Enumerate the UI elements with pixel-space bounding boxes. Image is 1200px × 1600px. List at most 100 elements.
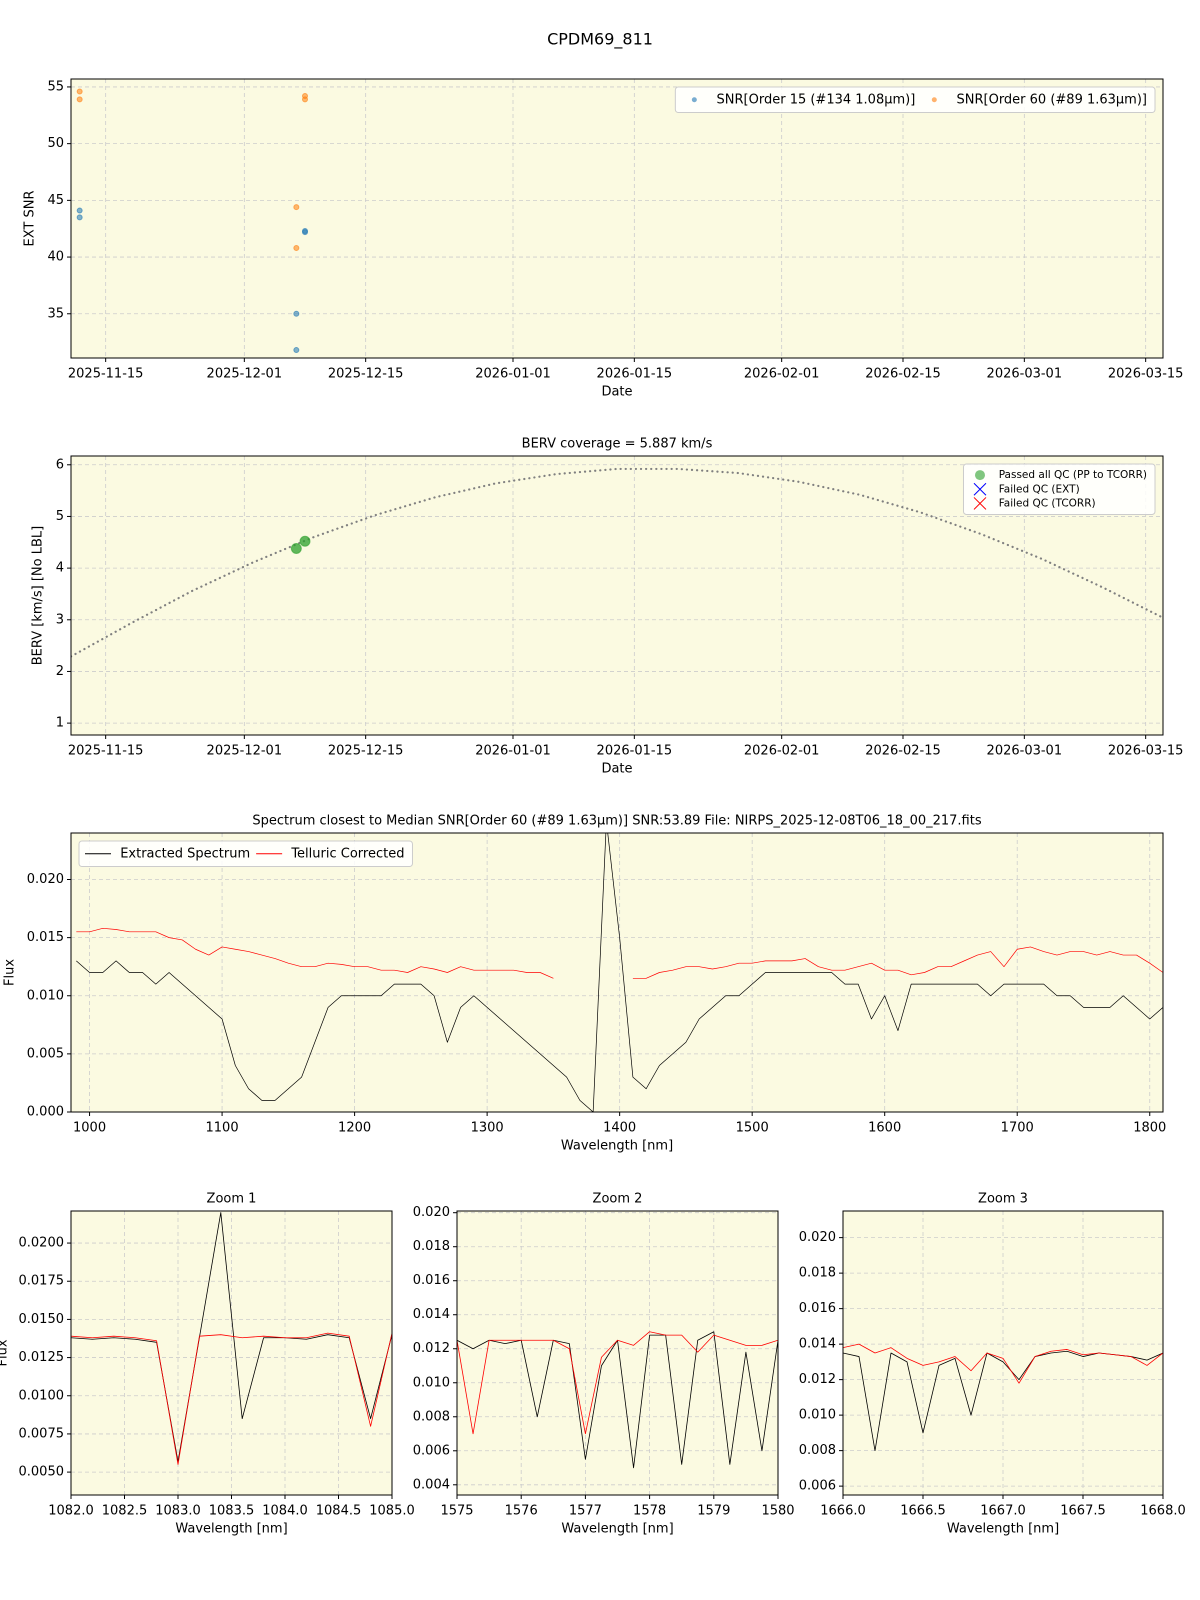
y-tick-label: 3 bbox=[56, 612, 64, 627]
y-tick-label: 5 bbox=[56, 509, 64, 524]
spectrum-line bbox=[76, 927, 1163, 979]
x-axis-label: Wavelength [nm] bbox=[947, 1522, 1059, 1537]
x-tick-label: 2026-01-01 bbox=[475, 367, 551, 382]
x-tick-label: 1578 bbox=[633, 1504, 666, 1519]
x-tick-label: 2025-12-01 bbox=[207, 744, 283, 759]
legend: SNR[Order 15 (#134 1.08μm)] SNR[Order 60 … bbox=[674, 86, 1156, 114]
y-tick-label: 0.012 bbox=[413, 1341, 450, 1356]
y-tick-label: 0.004 bbox=[413, 1477, 450, 1492]
x-tick-label: 1579 bbox=[697, 1504, 730, 1519]
data-point bbox=[293, 347, 300, 354]
plot-area bbox=[71, 1212, 392, 1465]
plot-frame bbox=[70, 1210, 393, 1496]
y-tick-label: 0.020 bbox=[27, 872, 64, 887]
x-axis-label: Wavelength [nm] bbox=[175, 1522, 287, 1537]
x-tick-label: 1667.5 bbox=[1060, 1504, 1106, 1519]
x-tick-label: 1576 bbox=[505, 1504, 538, 1519]
x-tick-label: 1084.0 bbox=[262, 1504, 308, 1519]
legend-label: Extracted Spectrum bbox=[120, 846, 250, 861]
data-point bbox=[293, 204, 300, 211]
legend-box bbox=[78, 840, 413, 868]
legend-label: Failed QC (EXT) bbox=[999, 483, 1080, 495]
legend-marker bbox=[973, 497, 987, 510]
x-tick-label: 1300 bbox=[471, 1121, 504, 1136]
plot-frame bbox=[70, 832, 1164, 1113]
x-tick-label: 1083.5 bbox=[209, 1504, 255, 1519]
legend-marker bbox=[691, 97, 697, 103]
x-tick-label: 2026-03-01 bbox=[987, 744, 1063, 759]
spectrum-line bbox=[457, 1331, 778, 1435]
y-axis-label: EXT SNR bbox=[23, 191, 38, 247]
plot-background bbox=[71, 79, 1163, 358]
x-tick-label: 1500 bbox=[736, 1121, 769, 1136]
y-tick-label: 0.0125 bbox=[19, 1350, 65, 1365]
x-tick-label: 1083.0 bbox=[155, 1504, 201, 1519]
chart-title: Zoom 2 bbox=[593, 1192, 643, 1207]
x-axis-label: Date bbox=[601, 762, 632, 777]
chart-title: BERV coverage = 5.887 km/s bbox=[522, 437, 713, 452]
plot-area bbox=[76, 833, 1163, 1112]
y-tick-label: 0.0200 bbox=[19, 1236, 65, 1251]
y-tick-label: 0.006 bbox=[413, 1443, 450, 1458]
x-tick-label: 1666.5 bbox=[900, 1504, 946, 1519]
x-tick-label: 1577 bbox=[569, 1504, 602, 1519]
y-tick-label: 40 bbox=[47, 250, 64, 265]
x-tick-label: 2026-01-15 bbox=[597, 744, 673, 759]
plot-area bbox=[76, 88, 308, 354]
x-tick-label: 1580 bbox=[761, 1504, 794, 1519]
legend-label: Failed QC (TCORR) bbox=[999, 497, 1096, 509]
data-point bbox=[293, 310, 300, 317]
x-tick-label: 2026-03-01 bbox=[987, 367, 1063, 382]
y-tick-label: 0.014 bbox=[413, 1307, 450, 1322]
plot-area bbox=[457, 1331, 778, 1469]
legend-box bbox=[962, 463, 1156, 516]
plot-background bbox=[457, 1211, 778, 1495]
y-tick-label: 0.006 bbox=[799, 1479, 836, 1494]
y-tick-label: 2 bbox=[56, 664, 64, 679]
y-tick-label: 0.005 bbox=[27, 1046, 64, 1061]
y-tick-label: 0.0100 bbox=[19, 1388, 65, 1403]
x-axis-label: Wavelength [nm] bbox=[561, 1139, 673, 1154]
spectrum-line bbox=[843, 1343, 1163, 1384]
x-tick-label: 1667.0 bbox=[980, 1504, 1026, 1519]
legend-box bbox=[674, 86, 1156, 114]
x-tick-label: 2026-02-15 bbox=[865, 367, 941, 382]
x-tick-label: 2026-03-15 bbox=[1108, 367, 1184, 382]
chart: 1575 1576 1577 1578 1579 1580 0.004 0.006 0.008 0… bbox=[413, 1192, 795, 1537]
chart: 2025-11-15 2025-12-01 2025-12-15 2026-01-01… bbox=[23, 78, 1184, 400]
legend-label: Passed all QC (PP to TCORR) bbox=[999, 469, 1147, 481]
x-tick-label: 2026-02-01 bbox=[744, 367, 820, 382]
y-tick-label: 0.000 bbox=[27, 1105, 64, 1120]
x-axis-label: Date bbox=[601, 385, 632, 400]
legend-marker bbox=[931, 97, 937, 103]
y-axis-label: BERV [km/s] [No LBL] bbox=[31, 526, 46, 665]
x-tick-label: 1084.5 bbox=[316, 1504, 362, 1519]
y-tick-label: 0.0075 bbox=[19, 1426, 65, 1441]
x-tick-label: 1700 bbox=[1001, 1121, 1034, 1136]
x-tick-label: 1082.5 bbox=[102, 1504, 148, 1519]
y-tick-label: 45 bbox=[47, 193, 64, 208]
x-tick-label: 2026-02-15 bbox=[865, 744, 941, 759]
y-tick-label: 0.020 bbox=[413, 1205, 450, 1220]
data-point bbox=[299, 535, 311, 547]
x-tick-label: 1666.0 bbox=[820, 1504, 866, 1519]
curve bbox=[71, 467, 1163, 658]
y-tick-label: 35 bbox=[47, 306, 64, 321]
x-tick-label: 1800 bbox=[1133, 1121, 1166, 1136]
plot-area bbox=[843, 1343, 1163, 1452]
legend-label: SNR[Order 60 (#89 1.63μm)] bbox=[957, 92, 1148, 107]
y-tick-label: 50 bbox=[47, 136, 64, 151]
x-tick-label: 1100 bbox=[206, 1121, 239, 1136]
x-axis-label: Wavelength [nm] bbox=[561, 1522, 673, 1537]
y-tick-label: 55 bbox=[47, 79, 64, 94]
data-point bbox=[76, 207, 83, 214]
data-point bbox=[290, 542, 302, 554]
y-tick-label: 1 bbox=[56, 716, 64, 731]
y-tick-label: 0.008 bbox=[799, 1443, 836, 1458]
data-point bbox=[76, 88, 83, 95]
y-tick-label: 0.015 bbox=[27, 930, 64, 945]
x-tick-label: 2025-11-15 bbox=[68, 367, 144, 382]
y-tick-label: 4 bbox=[56, 561, 64, 576]
x-tick-label: 1668.0 bbox=[1140, 1504, 1186, 1519]
